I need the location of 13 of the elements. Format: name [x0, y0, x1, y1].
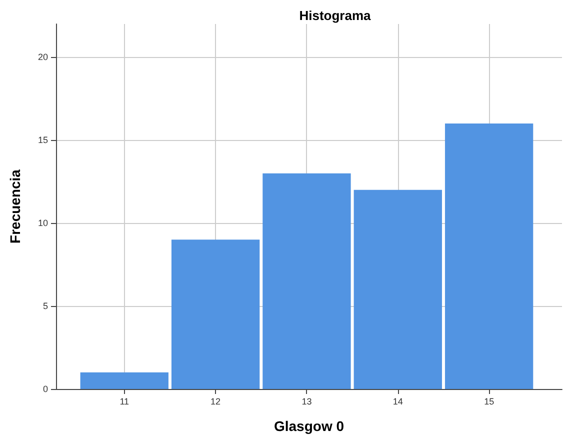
y-axis-title: Frecuencia — [7, 169, 23, 244]
x-tick-label: 13 — [302, 396, 312, 406]
y-tick-label: 0 — [42, 384, 48, 394]
chart-title: Histograma — [299, 8, 372, 23]
y-tick-label: 5 — [42, 301, 48, 312]
x-tick-label: 12 — [210, 396, 221, 406]
x-tick-label: 11 — [120, 396, 130, 406]
x-tick-label: 14 — [392, 396, 403, 406]
y-tick-label: 15 — [38, 135, 48, 146]
y-tick-label: 20 — [38, 52, 48, 62]
y-tick-label: 10 — [38, 218, 48, 228]
x-tick-label: 15 — [484, 396, 494, 406]
x-axis-title: Glasgow 0 — [274, 418, 344, 434]
